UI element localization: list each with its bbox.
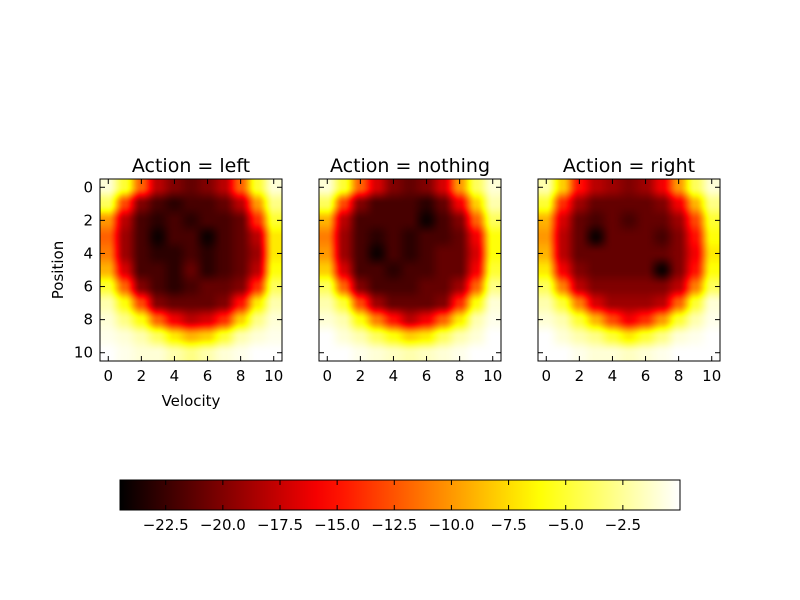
x-tick-label: 10 xyxy=(702,367,721,385)
colorbar-tick-label: −15.0 xyxy=(314,516,360,534)
heatmap-image xyxy=(100,179,282,361)
x-tick-label: 6 xyxy=(203,367,213,385)
panel-3: Action = right 0 2 4 6 8 10 xyxy=(537,155,721,385)
colorbar-tick-label: −20.0 xyxy=(200,516,246,534)
y-tick-label: 10 xyxy=(74,344,93,362)
colorbar-tick-label: −7.5 xyxy=(490,516,526,534)
x-tick-label: 8 xyxy=(455,367,465,385)
x-tick-label: 4 xyxy=(170,367,180,385)
x-tick-label: 4 xyxy=(389,367,399,385)
colorbar-tick-label: −22.5 xyxy=(143,516,189,534)
x-axis-label: Velocity xyxy=(162,392,221,410)
heatmap-image xyxy=(319,179,501,361)
colorbar-frame xyxy=(119,479,681,511)
y-tick-label: 0 xyxy=(83,178,93,196)
panel-2: Action = nothing 0 2 4 6 8 10 xyxy=(318,155,502,385)
x-tick-label: 4 xyxy=(608,367,618,385)
colorbar-tick-label: −17.5 xyxy=(257,516,303,534)
y-tick-label: 8 xyxy=(83,311,93,329)
panel-1: Action = left 0 2 4 6 8 10 0 2 4 6 8 10 Velocity Posit… xyxy=(49,155,283,410)
x-tick-label: 10 xyxy=(264,367,283,385)
heatmap-image xyxy=(538,179,720,361)
x-tick-label: 10 xyxy=(483,367,502,385)
colorbar-tick-label: −2.5 xyxy=(605,516,641,534)
x-tick-label: 8 xyxy=(236,367,246,385)
x-tick-label: 2 xyxy=(356,367,366,385)
colorbar-layer: −22.5 −20.0 −17.5 −15.0 −12.5 −10.0 −7.5 −5.0 −2… xyxy=(119,479,681,534)
x-tick-label: 2 xyxy=(575,367,585,385)
plot-frame xyxy=(318,178,502,362)
plot-frame xyxy=(99,178,283,362)
panels-layer: Action = left 0 2 4 6 8 10 0 2 4 6 8 10 Velocity Posit… xyxy=(49,155,721,410)
x-tick-label: 8 xyxy=(674,367,684,385)
y-tick-label: 2 xyxy=(83,211,93,229)
x-tick-label: 6 xyxy=(422,367,432,385)
panel-title: Action = left xyxy=(132,155,250,177)
colorbar-tick-label: −12.5 xyxy=(371,516,417,534)
y-axis-label: Position xyxy=(49,241,67,299)
x-tick-label: 0 xyxy=(322,367,332,385)
y-tick-label: 4 xyxy=(83,244,93,262)
x-tick-label: 6 xyxy=(641,367,651,385)
x-tick-label: 0 xyxy=(541,367,551,385)
x-tick-label: 0 xyxy=(103,367,113,385)
plot-frame xyxy=(537,178,721,362)
x-tick-label: 2 xyxy=(137,367,147,385)
colorbar-tick-label: −5.0 xyxy=(547,516,583,534)
y-tick-label: 6 xyxy=(83,278,93,296)
colorbar-tick-label: −10.0 xyxy=(428,516,474,534)
colorbar-gradient xyxy=(120,480,680,510)
panel-title: Action = right xyxy=(563,155,695,177)
panel-title: Action = nothing xyxy=(330,155,490,177)
